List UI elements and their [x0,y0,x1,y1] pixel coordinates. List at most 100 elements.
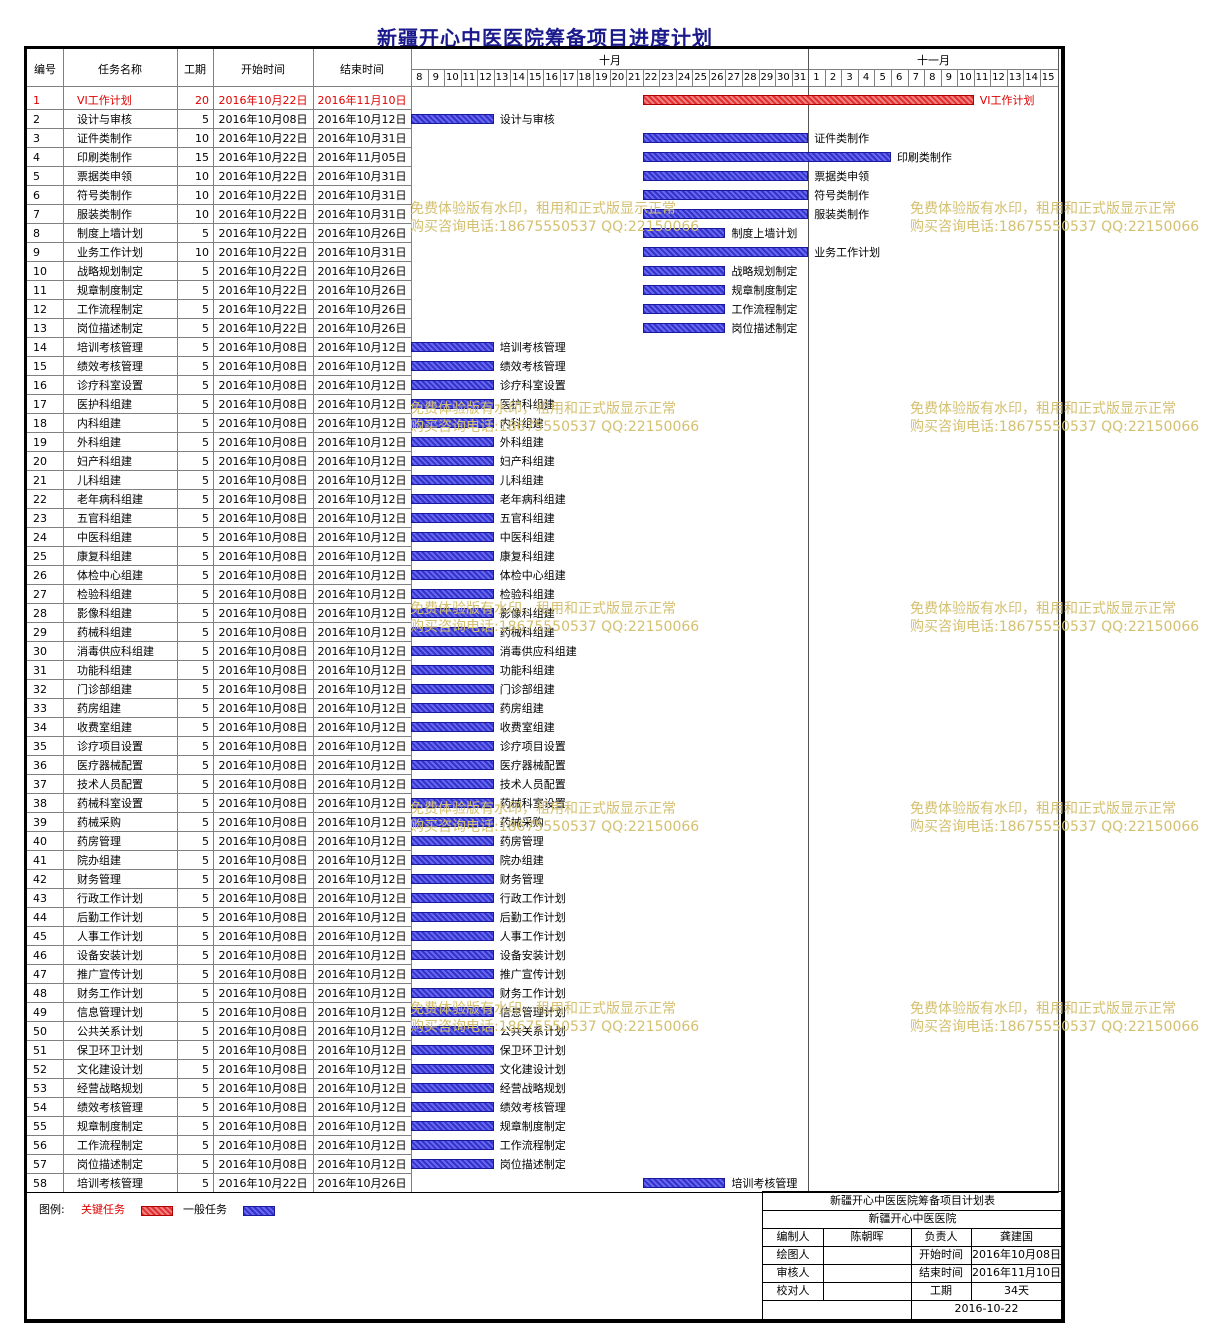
task-num: 46 [33,949,47,962]
task-end: 2016年10月12日 [317,113,407,126]
watermark-line1: 免费体验版有水印，租用和正式版显示正常 [910,601,1176,617]
task-bar [642,228,726,238]
day-divider [725,70,727,86]
col-header-name: 任务名称 [98,63,142,76]
task-name: 五官科组建 [77,512,132,525]
task-bar [411,665,494,675]
task-duration: 5 [202,569,209,582]
task-bar [411,589,494,599]
task-end: 2016年10月12日 [317,493,407,506]
task-start: 2016年10月08日 [218,854,308,867]
task-num: 14 [33,341,47,354]
day-label: 2 [829,72,837,83]
task-duration: 5 [202,512,209,525]
task-duration: 5 [202,607,209,620]
task-end: 2016年10月12日 [317,588,407,601]
task-bar [411,1064,494,1074]
task-start: 2016年10月22日 [218,151,308,164]
task-bar [411,893,494,903]
task-bar-label: 诊疗项目设置 [499,740,566,753]
task-duration: 5 [202,645,209,658]
task-bar [411,912,494,922]
task-bar [642,190,809,200]
task-duration: 10 [195,189,209,202]
task-bar [411,1102,494,1112]
task-bar-label: 门诊部组建 [499,683,555,696]
task-bar [642,266,726,276]
task-bar-label: 药房组建 [499,702,544,715]
task-end: 2016年10月12日 [317,360,407,373]
task-start: 2016年10月22日 [218,284,308,297]
row-divider [27,147,411,148]
info-divider [763,1282,1062,1283]
row-divider [27,622,411,623]
task-duration: 5 [202,1025,209,1038]
task-start: 2016年10月08日 [218,436,308,449]
task-bar [411,684,494,694]
task-duration: 10 [195,170,209,183]
task-duration: 5 [202,1177,209,1190]
task-num: 43 [33,892,47,905]
task-start: 2016年10月08日 [218,341,308,354]
task-duration: 5 [202,284,209,297]
task-num: 30 [33,645,47,658]
info-table-title: 新疆开心中医医院筹备项目计划表 [830,1194,995,1207]
task-num: 50 [33,1025,47,1038]
day-label: 21 [628,72,641,83]
day-label: 9 [432,72,439,83]
task-num: 45 [33,930,47,943]
watermark-line1: 免费体验版有水印，租用和正式版显示正常 [410,1001,676,1017]
task-duration: 5 [202,778,209,791]
task-num: 42 [33,873,47,886]
row-divider [27,508,411,509]
task-num: 33 [33,702,47,715]
task-name: 战略规划制定 [77,265,143,278]
task-bar [411,342,494,352]
task-bar [411,988,494,998]
row-divider [27,964,411,965]
task-bar [642,304,726,314]
task-end: 2016年10月26日 [317,227,407,240]
month-november: 十一月 [917,54,950,67]
row-divider [27,793,411,794]
task-start: 2016年10月08日 [218,607,308,620]
task-num: 27 [33,588,47,601]
task-name: 检验科组建 [77,588,132,601]
task-bar-label: 药械采购 [499,816,544,829]
task-start: 2016年10月08日 [218,1063,308,1076]
task-end: 2016年10月26日 [317,284,407,297]
day-divider [742,70,743,86]
info-compiler: 陈朝晖 [850,1230,884,1243]
task-num: 32 [33,683,47,696]
day-label: 29 [760,72,774,83]
task-num: 15 [33,360,47,373]
task-bar [411,456,494,466]
day-divider [559,70,561,86]
task-bar [642,247,809,257]
watermark-line2: 购买咨询电话:18675550537 QQ:22150066 [910,619,1200,635]
task-name: 财务管理 [77,873,121,886]
task-bar-label: 影像科组建 [499,607,555,620]
task-duration: 5 [202,911,209,924]
task-end: 2016年10月12日 [317,569,407,582]
task-num: 20 [33,455,47,468]
task-name: 岗位描述制定 [77,1158,143,1171]
day-divider [791,70,793,86]
task-duration: 5 [202,493,209,506]
task-name: 药械科室设置 [77,797,143,810]
row-divider [27,1135,411,1136]
task-bar-label: 功能科组建 [499,664,555,677]
task-end: 2016年10月12日 [317,1082,407,1095]
info-divider [823,1228,824,1300]
day-label: 12 [479,72,492,83]
row-divider [27,280,411,281]
task-bar-label: 儿科组建 [499,474,544,487]
task-num: 1 [33,94,40,107]
row-divider [27,1154,411,1155]
day-divider [692,70,694,86]
task-name: 诊疗项目设置 [77,740,143,753]
task-num: 36 [33,759,47,772]
day-divider [940,70,942,86]
row-divider [27,888,411,889]
watermark-line2: 购买咨询电话:18675550537 QQ:22150066 [410,819,700,835]
